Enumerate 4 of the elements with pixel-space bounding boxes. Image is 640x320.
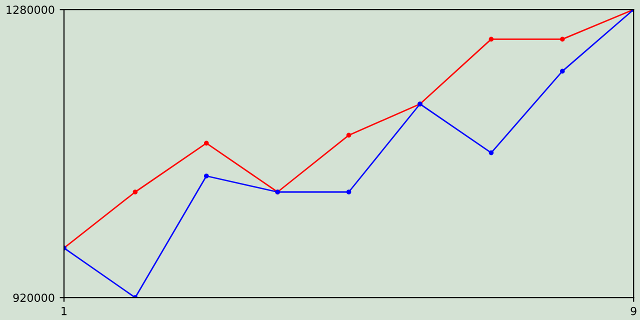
x-tick-label: 1	[62, 306, 67, 316]
y-tick-label: 1280000	[6, 6, 54, 14]
x-tick-label: 9	[630, 306, 636, 316]
y-tick-label: 920000	[13, 294, 54, 302]
